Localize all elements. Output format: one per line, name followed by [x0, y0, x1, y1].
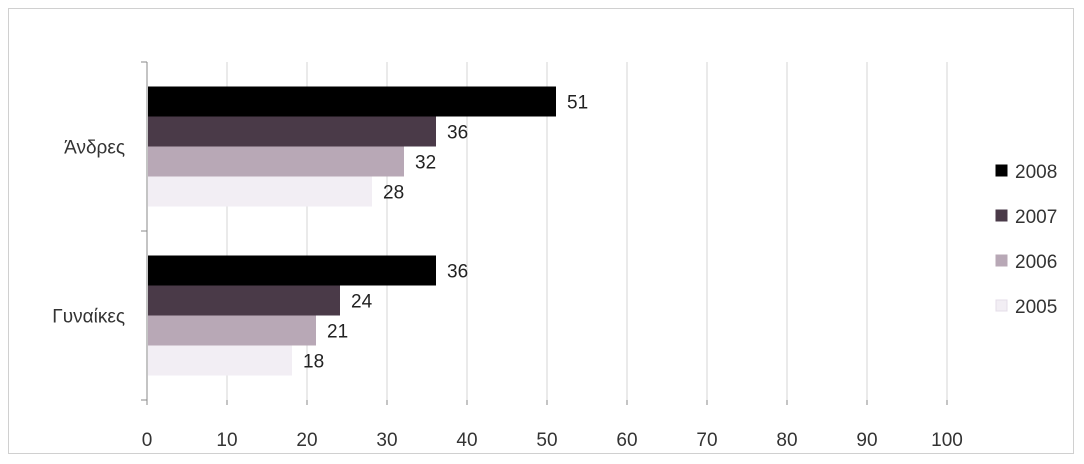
x-tick-label: 100: [931, 430, 963, 451]
data-label: 32: [415, 153, 436, 174]
bar-2006-0: [148, 146, 404, 177]
labels: 0 10 20 30 40 50 60 70 80 90 100 51 36 32 28 Άνδρες 36 24…: [52, 93, 963, 452]
x-tick-label: 40: [456, 430, 477, 451]
bar-2008-1: [148, 255, 436, 286]
data-label: 36: [447, 262, 468, 283]
legend: 2008 2007 2006 2005: [995, 162, 1057, 318]
data-label: 18: [303, 352, 324, 373]
x-tick-label: 0: [142, 430, 153, 451]
bar-2005-0: [148, 176, 372, 207]
x-tick-label: 60: [616, 430, 637, 451]
legend-swatch-2008: [995, 164, 1008, 177]
bar-2008-0: [148, 86, 556, 117]
legend-label-2006: 2006: [1015, 252, 1057, 273]
axes: [141, 61, 948, 405]
bars: [148, 86, 556, 376]
x-tick-label: 30: [376, 430, 397, 451]
x-tick-label: 90: [856, 430, 877, 451]
chart-frame: [8, 8, 1074, 454]
bar-2007-0: [148, 116, 436, 147]
x-tick-label: 50: [536, 430, 557, 451]
x-tick-label: 20: [296, 430, 317, 451]
bar-2005-1: [148, 345, 292, 376]
data-label: 51: [567, 93, 588, 114]
data-label: 28: [383, 183, 404, 204]
data-label: 21: [327, 322, 348, 343]
legend-label-2008: 2008: [1015, 162, 1057, 183]
data-label: 36: [447, 123, 468, 144]
category-label: Γυναίκες: [52, 307, 125, 328]
x-tick-label: 70: [696, 430, 717, 451]
bar-2006-1: [148, 315, 316, 346]
legend-swatch-2006: [995, 254, 1008, 267]
x-tick-label: 10: [216, 430, 237, 451]
bar-2007-1: [148, 285, 340, 316]
legend-label-2007: 2007: [1015, 207, 1057, 228]
category-label: Άνδρες: [64, 138, 125, 159]
legend-label-2005: 2005: [1015, 297, 1057, 318]
data-label: 24: [351, 292, 373, 313]
x-tick-label: 80: [776, 430, 797, 451]
legend-swatch-2007: [995, 209, 1008, 222]
legend-swatch-2005: [995, 299, 1008, 312]
